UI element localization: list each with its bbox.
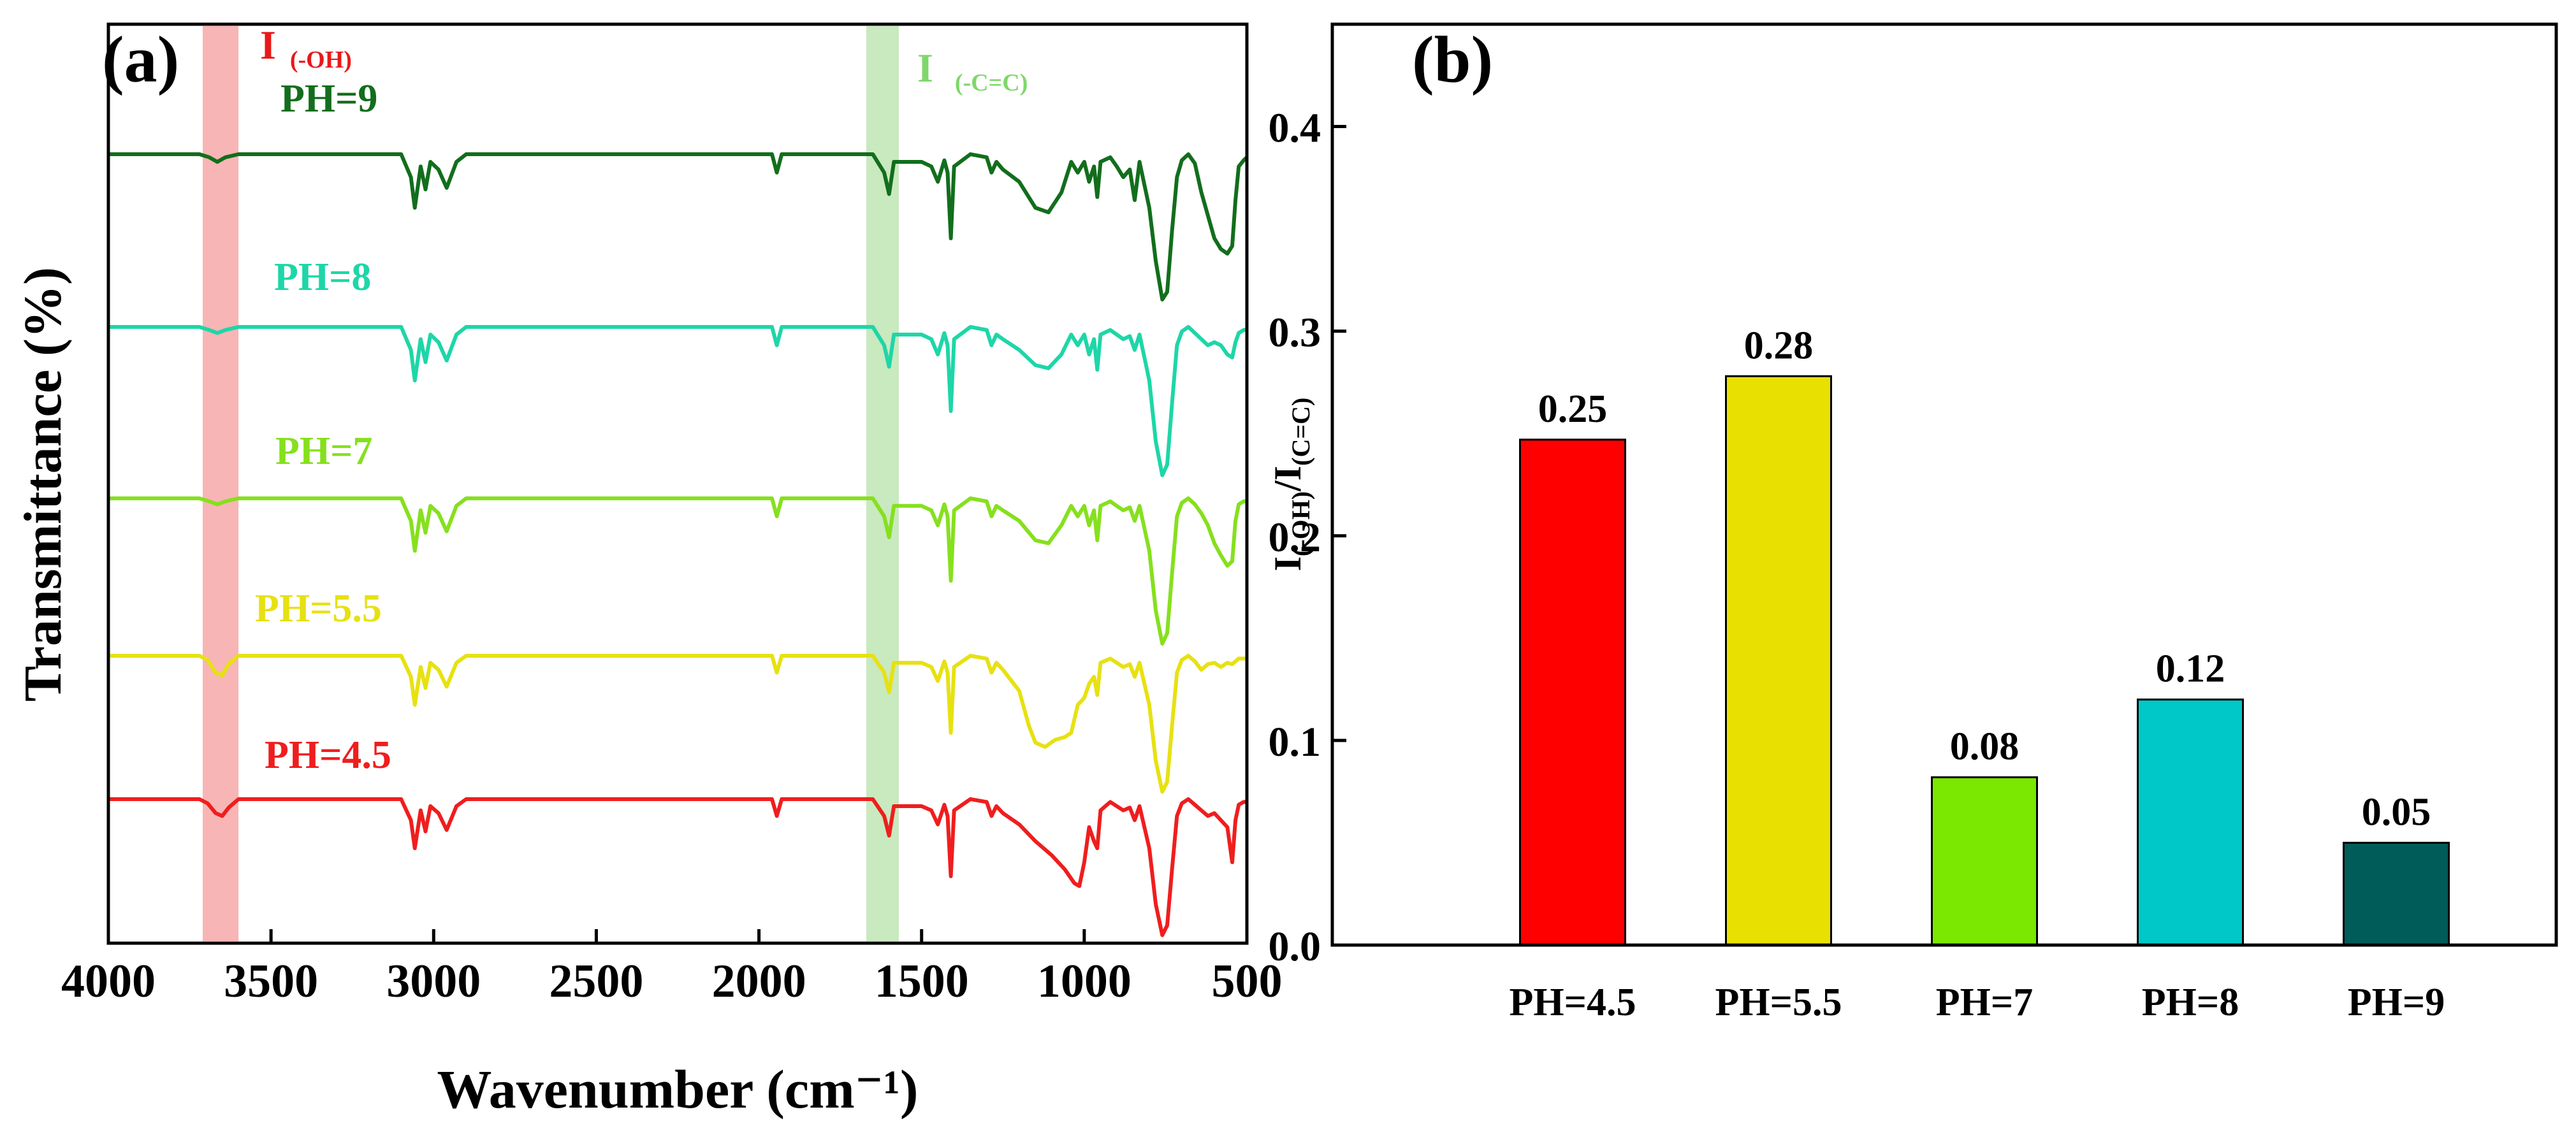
x-tick-label-1500: 1500: [875, 955, 969, 1008]
cc-band-label-main: I: [917, 45, 933, 90]
spectrum-ph-5-5: [108, 654, 1247, 794]
x-tick-label-1000: 1000: [1037, 955, 1132, 1008]
x-category-label-ph-8: PH=8: [2142, 981, 2239, 1024]
spectrum-label-ph-7: PH=7: [275, 430, 372, 473]
cc-band-label: I (-C=C): [917, 45, 1028, 96]
bar-value-label-ph-4-5: 0.25: [1538, 387, 1608, 431]
oh-band-label-main: I: [260, 22, 276, 68]
highlight-band-oh: [202, 26, 239, 941]
ylabel-main-2: /I: [1267, 466, 1309, 492]
y-tick-label-0-0: 0.0: [1269, 923, 1321, 970]
y-tick-label-0-3: 0.3: [1269, 310, 1321, 356]
oh-band-label: I (-OH): [260, 22, 352, 73]
bar-ph-7: [1931, 776, 2038, 946]
x-tick-label-2500: 2500: [549, 955, 643, 1008]
spectrum-ph-4-5: [108, 797, 1247, 937]
x-tick-label-4000: 4000: [61, 955, 156, 1008]
y-axis-ticks: 0.0 0.1 0.2 0.3 0.4: [1269, 105, 1346, 970]
bar-ph-5-5: [1725, 375, 1832, 946]
spectrum-label-ph-5-5: PH=5.5: [255, 587, 382, 630]
x-tick-label-3000: 3000: [386, 955, 481, 1008]
panel-a-x-axis-label: Wavenumber (cm⁻¹): [437, 1059, 918, 1120]
spectrum-ph-8: [108, 325, 1247, 477]
panel-b-plot-frame: [1330, 22, 2558, 947]
panel-a-plot-frame: [106, 22, 1249, 945]
spectrum-label-ph-4-5: PH=4.5: [265, 734, 391, 777]
x-category-label-ph-4-5: PH=4.5: [1510, 981, 1636, 1024]
spectrum-label-ph-8: PH=8: [274, 256, 371, 299]
panel-b-intensity-ratio-bars: 0.25 0.28 0.08 0.12 0.05 0.0 0.1 0.2 0.3 0.4 PH=…: [1267, 22, 2558, 1024]
ylabel-sub-1: (-OH): [1286, 491, 1315, 556]
panel-a-label: (a): [102, 23, 179, 96]
highlight-band-c-c: [866, 26, 899, 941]
y-tick-label-0-2: 0.2: [1269, 514, 1321, 561]
x-axis-categories: PH=4.5 PH=5.5 PH=7 PH=8 PH=9: [1510, 981, 2445, 1024]
bar-ph-9: [2343, 841, 2450, 946]
oh-band-label-sub: (-OH): [290, 47, 352, 73]
y-tick-label-0-1: 0.1: [1269, 719, 1321, 765]
x-category-label-ph-5-5: PH=5.5: [1715, 981, 1842, 1024]
x-tick-label-3500: 3500: [224, 955, 318, 1008]
ylabel-main-1: I: [1267, 556, 1309, 571]
bar-value-label-ph-8: 0.12: [2156, 647, 2225, 691]
x-category-label-ph-7: PH=7: [1936, 981, 2033, 1024]
spectra-series-group: PH=9 PH=8 PH=7 PH=5.5 PH=4.5: [108, 77, 1249, 937]
x-tick-label-500: 500: [1212, 955, 1283, 1008]
y-tick-label-0-4: 0.4: [1269, 105, 1321, 152]
highlight-bands: [202, 26, 899, 941]
bars-group: 0.25 0.28 0.08 0.12 0.05: [1519, 324, 2450, 946]
panel-b-y-axis-label: I(-OH)/I(C=C): [1267, 398, 1315, 572]
bar-ph-4-5: [1519, 438, 1626, 946]
bar-ph-8: [2137, 698, 2244, 946]
x-tick-label-2000: 2000: [712, 955, 806, 1008]
spectrum-ph-9: [108, 152, 1249, 301]
x-category-label-ph-9: PH=9: [2348, 981, 2445, 1024]
bar-value-label-ph-7: 0.08: [1950, 725, 2019, 769]
spectrum-ph-7: [108, 496, 1247, 646]
spectrum-label-ph-9: PH=9: [280, 77, 377, 120]
panel-b-label: (b): [1412, 23, 1493, 96]
cc-band-label-sub: (-C=C): [955, 69, 1028, 96]
bar-value-label-ph-5-5: 0.28: [1744, 324, 1814, 367]
panel-a-ftir-spectra: PH=9 PH=8 PH=7 PH=5.5 PH=4.5 4000 3500 3000 250…: [13, 22, 1283, 1120]
ylabel-sub-2: (C=C): [1286, 398, 1315, 466]
panel-a-y-axis-label: Transmittance (%): [13, 267, 73, 702]
x-axis-ticks: 4000 3500 3000 2500 2000 1500 1000 500: [61, 929, 1283, 1008]
bar-value-label-ph-9: 0.05: [2362, 790, 2431, 834]
